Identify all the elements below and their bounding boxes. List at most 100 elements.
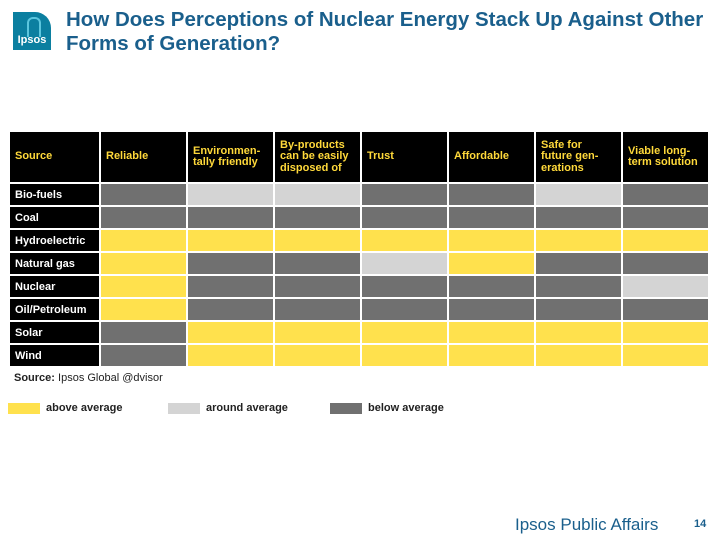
rating-cell [534, 274, 623, 299]
rating-cell [447, 343, 536, 368]
rating-cell [99, 320, 188, 345]
logo-mark-icon [27, 17, 41, 37]
column-header: Safe for future gen-erations [534, 130, 623, 184]
row-source-label: Natural gas [8, 251, 101, 276]
rating-cell [273, 228, 362, 253]
page-number: 14 [694, 518, 707, 530]
rating-cell [360, 297, 449, 322]
rating-cell [447, 320, 536, 345]
rating-cell [360, 251, 449, 276]
table-row: Bio-fuels [8, 182, 710, 207]
rating-cell [273, 274, 362, 299]
rating-cell [621, 228, 710, 253]
rating-cell [273, 320, 362, 345]
legend-swatch [168, 402, 200, 414]
rating-cell [273, 205, 362, 230]
source-label: Source: [14, 372, 55, 384]
row-source-label: Coal [8, 205, 101, 230]
rating-cell [534, 205, 623, 230]
rating-cell [621, 182, 710, 207]
table-row: Hydroelectric [8, 228, 710, 253]
ratings-table: Source Reliable Environmen-tally friendly B… [8, 130, 710, 368]
rating-cell [273, 297, 362, 322]
rating-cell [447, 228, 536, 253]
ipsos-logo: Ipsos [13, 12, 51, 50]
rating-cell [99, 297, 188, 322]
rating-cell [186, 251, 275, 276]
rating-cell [273, 182, 362, 207]
source-text: Ipsos Global @dvisor [58, 372, 163, 384]
legend-item: below average [330, 402, 444, 414]
rating-cell [99, 205, 188, 230]
legend-swatch [8, 402, 40, 414]
rating-cell [360, 228, 449, 253]
rating-cell [621, 343, 710, 368]
column-header: Reliable [99, 130, 188, 184]
rating-cell [534, 343, 623, 368]
table-row: Coal [8, 205, 710, 230]
table-row: Solar [8, 320, 710, 345]
rating-cell [186, 297, 275, 322]
rating-cell [621, 251, 710, 276]
rating-cell [99, 182, 188, 207]
rating-cell [186, 274, 275, 299]
column-header: Environmen-tally friendly [186, 130, 275, 184]
row-source-label: Oil/Petroleum [8, 297, 101, 322]
legend-label: below average [368, 402, 444, 414]
ratings-table-wrap: Source Reliable Environmen-tally friendly B… [8, 130, 710, 368]
rating-cell [621, 320, 710, 345]
rating-cell [447, 297, 536, 322]
row-source-label: Nuclear [8, 274, 101, 299]
legend-label: around average [206, 402, 288, 414]
rating-cell [360, 205, 449, 230]
rating-cell [99, 343, 188, 368]
rating-cell [360, 343, 449, 368]
row-source-label: Wind [8, 343, 101, 368]
column-header: Trust [360, 130, 449, 184]
column-header: Viable long-term solution [621, 130, 710, 184]
row-source-label: Bio-fuels [8, 182, 101, 207]
rating-cell [186, 320, 275, 345]
rating-cell [621, 205, 710, 230]
rating-cell [360, 320, 449, 345]
legend: above average around average below average [8, 402, 708, 418]
rating-cell [447, 251, 536, 276]
source-note: Source: Ipsos Global @dvisor [14, 372, 163, 384]
rating-cell [360, 182, 449, 207]
rating-cell [621, 297, 710, 322]
row-source-label: Hydroelectric [8, 228, 101, 253]
rating-cell [99, 251, 188, 276]
rating-cell [534, 182, 623, 207]
legend-label: above average [46, 402, 123, 414]
table-row: Wind [8, 343, 710, 368]
rating-cell [186, 228, 275, 253]
rating-cell [534, 251, 623, 276]
legend-item: around average [168, 402, 288, 414]
rating-cell [447, 182, 536, 207]
table-header-row: Source Reliable Environmen-tally friendly B… [8, 130, 710, 184]
table-row: Natural gas [8, 251, 710, 276]
table-row: Nuclear [8, 274, 710, 299]
rating-cell [447, 205, 536, 230]
rating-cell [360, 274, 449, 299]
rating-cell [186, 182, 275, 207]
rating-cell [447, 274, 536, 299]
column-header: Source [8, 130, 101, 184]
rating-cell [99, 274, 188, 299]
row-source-label: Solar [8, 320, 101, 345]
table-body: Bio-fuels Coal Hydroelectric Natural gas Nuc… [8, 182, 710, 368]
rating-cell [534, 297, 623, 322]
rating-cell [186, 343, 275, 368]
legend-swatch [330, 402, 362, 414]
slide-title: How Does Perceptions of Nuclear Energy S… [66, 8, 704, 55]
rating-cell [534, 228, 623, 253]
legend-item: above average [8, 402, 122, 414]
rating-cell [621, 274, 710, 299]
rating-cell [273, 251, 362, 276]
column-header: By-products can be easily disposed of [273, 130, 362, 184]
logo-text: Ipsos [17, 34, 47, 46]
column-header: Affordable [447, 130, 536, 184]
table-row: Oil/Petroleum [8, 297, 710, 322]
rating-cell [99, 228, 188, 253]
footer-brand: Ipsos Public Affairs [515, 515, 659, 534]
